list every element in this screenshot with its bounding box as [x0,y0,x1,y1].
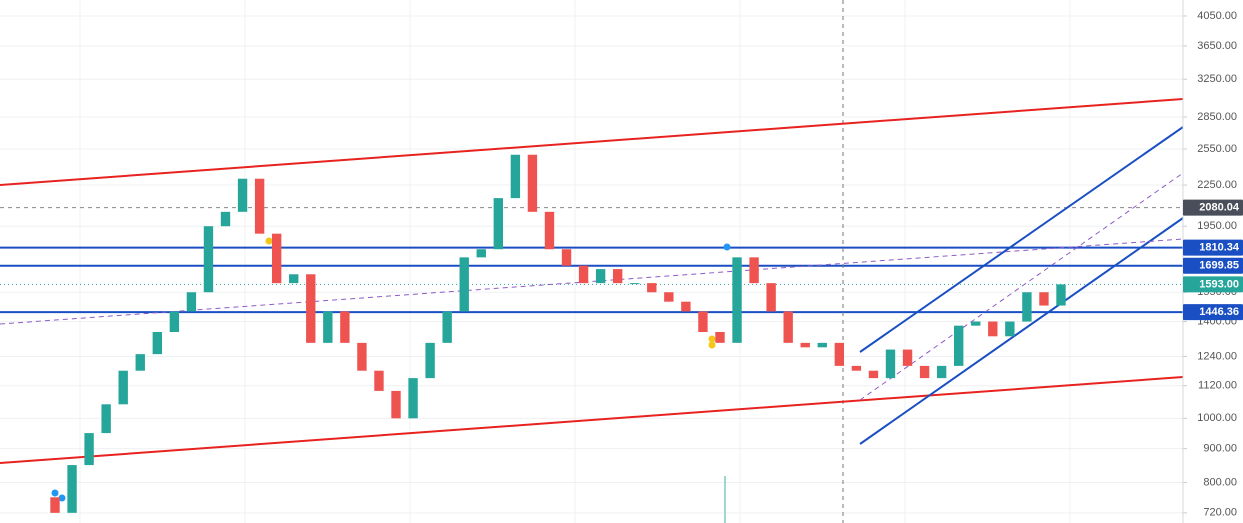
candle-body [101,404,111,434]
candle-body [306,274,316,343]
candle-body [681,301,691,312]
y-tick-label: 720.00 [1203,507,1237,519]
level-label: 1699.85 [1199,260,1239,272]
candle-body [527,154,538,212]
candle-body [766,283,776,312]
candle-body [971,321,981,326]
candle-body [186,292,197,312]
candle-body [544,211,555,250]
tick-layer: 4050.00 3650.00 3250.00 2850.00 2550.00 2250.… [1183,10,1237,519]
level-label-box [1183,239,1243,256]
y-tick-label: 2250.00 [1197,179,1237,191]
candle-body [84,433,94,466]
candle-body [118,370,128,405]
y-tick-label: 800.00 [1203,476,1237,488]
candle-body [783,311,793,343]
level-label: 2080.04 [1199,202,1240,214]
label-layer: 2080.04 1810.34 1699.85 1593.00 1446.36 [1183,199,1243,321]
candle-body [664,292,674,302]
candle-body [578,265,589,284]
y-tick-label: 1240.00 [1197,350,1237,362]
candle-body [271,233,282,284]
candle-body [254,178,265,234]
y-tick-label: 1950.00 [1197,220,1237,232]
candle-body [919,365,930,379]
candle-body [698,311,708,332]
candle-body [1056,284,1066,306]
y-tick-label: 1120.00 [1198,380,1237,392]
level-layer [0,207,1183,314]
candle-body [732,257,742,343]
candle-body [476,249,486,258]
level-label: 1446.36 [1199,306,1239,318]
drawings [0,0,1184,523]
candle-body [323,311,333,343]
level-label: 1810.34 [1199,241,1240,253]
vertical-grid [79,0,1071,523]
candle-body [817,342,827,348]
candle-body [800,342,810,348]
y-tick-label: 2550.00 [1197,143,1237,155]
y-tick-label: 3250.00 [1197,73,1237,85]
candle-body [169,311,180,332]
candle-body [493,198,504,250]
candle-body [67,465,77,513]
candle-body [561,249,572,266]
candle-body [595,269,606,284]
candle-body [425,342,435,379]
candle-body [612,269,623,284]
y-tick-label: 900.00 [1203,443,1237,455]
candle-body [834,342,845,366]
level-label-box [1183,257,1243,274]
candle-body [647,283,657,293]
candle-body [715,331,725,343]
candle-body [220,211,231,227]
candle-body [408,378,418,419]
candle-body [203,226,214,293]
candle-body [357,342,367,371]
candle-body [340,311,350,343]
candle-body [630,283,640,285]
candle-body [1039,292,1049,306]
level-label-box [1183,276,1243,293]
y-tick-label: 2850.00 [1197,111,1237,123]
candle-body [868,370,879,379]
candle-body [237,178,248,212]
candle-body [936,365,947,379]
level-label: 1593.00 [1199,278,1239,290]
candle-body [391,390,401,419]
candle-body [152,331,162,355]
candle-body [50,497,60,513]
level-label-box [1183,199,1243,216]
candle-body [749,257,759,284]
y-tick-label: 3650.00 [1197,40,1237,52]
candle-body [135,354,145,371]
grid-layer [0,15,1183,514]
y-tick-label: 4050.00 [1197,10,1237,22]
candle-body [885,349,896,379]
candle-body [510,154,521,199]
candle-body [442,311,452,343]
candle-body [459,257,469,312]
candle-body [1005,321,1015,337]
candle-body [988,321,998,337]
candle-body [1022,292,1032,322]
candle-body [851,365,862,371]
level-label-box [1183,304,1243,321]
candle-body [902,349,913,366]
candle-body [289,274,299,284]
candle-body [954,325,964,366]
candle-body [374,370,384,391]
candles [50,154,1066,513]
y-tick-label: 1000.00 [1197,412,1237,424]
